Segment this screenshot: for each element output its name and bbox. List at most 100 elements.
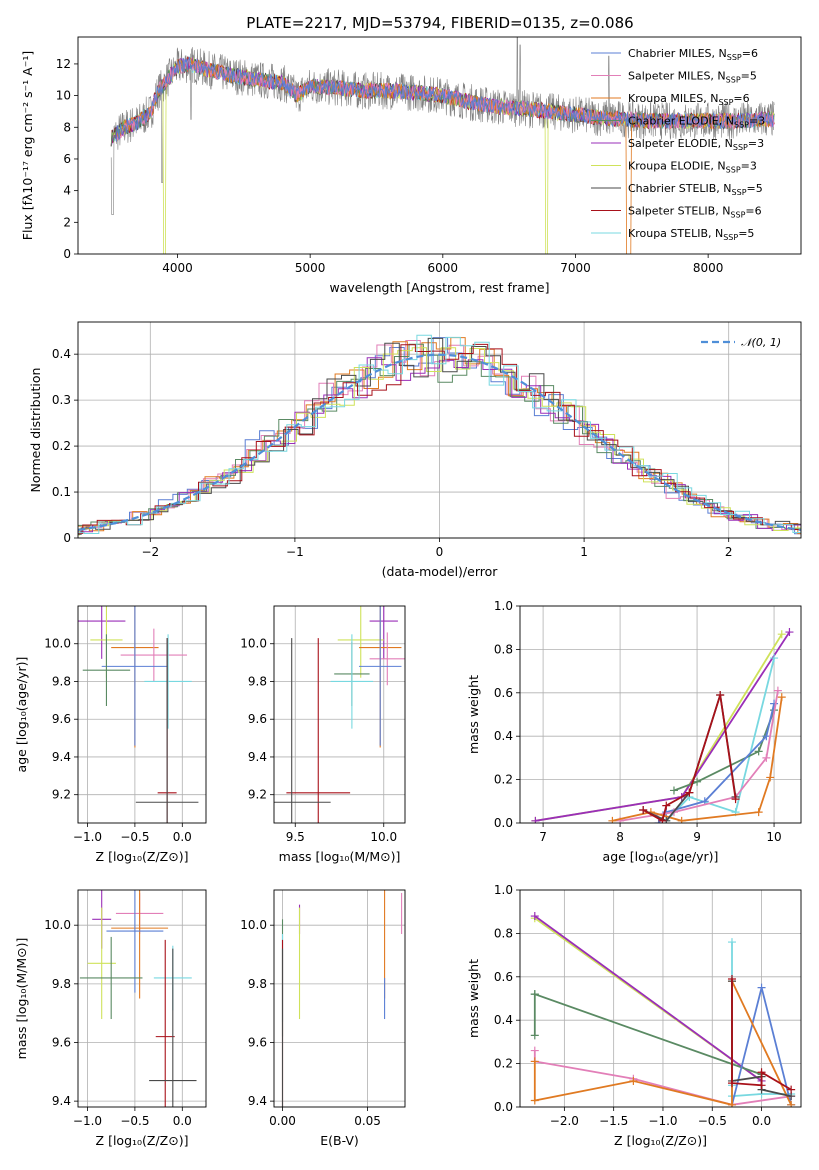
x-tick-label: 8000 <box>693 261 724 275</box>
y-tick-label: 10.0 <box>44 637 71 651</box>
y-tick-label: 0.3 <box>52 393 71 407</box>
y-tick-label: 1.0 <box>494 883 513 897</box>
series-line-kroupa-miles <box>612 696 783 822</box>
x-tick-label: 1 <box>580 545 588 559</box>
axes-frame <box>77 36 802 255</box>
marker-kroupa-miles <box>629 1076 638 1085</box>
series-line-salpeter-elodie <box>535 631 791 822</box>
residuals-panel: −2 −1 0 1 2 0 0.1 0.2 0.3 0.4 (data-model)/error No… <box>28 321 802 579</box>
marker-salpeter-stelib <box>662 801 671 810</box>
axes-frame <box>273 605 406 824</box>
marker-salpeter-stelib <box>757 1081 766 1090</box>
y-tick-label: 0.4 <box>494 1013 513 1027</box>
marker-kroupa-miles <box>530 1057 539 1066</box>
y-tick-label: 9.4 <box>248 750 267 764</box>
y-tick-label: 0.0 <box>494 816 513 830</box>
legend-entry: Chabrier STELIB, NSSP=5 <box>628 182 763 197</box>
marker-salpeter-stelib <box>685 788 694 797</box>
plot-area <box>281 890 403 1107</box>
x-tick-label: −0.5 <box>120 1114 149 1128</box>
x-axis-label: age [log₁₀(age/yr)] <box>603 849 719 864</box>
plot-area <box>78 334 801 537</box>
y-tick-label: 0 <box>63 247 71 261</box>
x-tick-label: 0.05 <box>354 1114 381 1128</box>
legend-entry: Kroupa ELODIE, NSSP=3 <box>628 160 757 175</box>
axes-frame <box>519 889 802 1108</box>
series-line-kroupa-miles <box>533 980 792 1106</box>
weight-vs-metallicity-panel: −2.0 −1.5 −1.0 −0.5 0.0 0.0 0.2 0.4 0.6 0.8 1.0 Z [… <box>466 883 802 1148</box>
x-tick-label: 7 <box>539 830 547 844</box>
axes-frame <box>273 889 406 1108</box>
y-tick-label: 0.8 <box>494 642 513 656</box>
x-axis-label: Z [log₁₀(Z/Z⊙)] <box>614 1133 707 1148</box>
weight-vs-age-panel: 7 8 9 10 0.0 0.2 0.4 0.6 0.8 1.0 age [log₁₀(age/yr… <box>466 599 802 864</box>
x-tick-label: 5000 <box>295 261 326 275</box>
series-line-salpeter-elodie <box>534 915 763 1082</box>
x-tick-label: 7000 <box>560 261 591 275</box>
marker-salpeter-miles <box>773 686 782 695</box>
marker-kroupa-miles <box>677 816 686 823</box>
y-tick-label: 9.6 <box>52 1035 71 1049</box>
x-tick-label: −2.0 <box>550 1114 579 1128</box>
series-line-kroupa-elodie <box>535 633 783 822</box>
y-tick-label: 9.6 <box>248 712 267 726</box>
marker-kroupa-elodie <box>777 630 786 639</box>
y-tick-label: 12 <box>56 57 71 71</box>
plot-area <box>79 890 197 1107</box>
y-tick-label: 9.6 <box>52 712 71 726</box>
marker-salpeter-miles <box>530 1046 539 1055</box>
series-line-chabrier-elodie <box>533 992 762 1076</box>
marker-kroupa-miles <box>766 773 775 782</box>
marker-kroupa-miles <box>608 816 617 823</box>
x-tick-label: 8 <box>616 830 624 844</box>
spectrum-panel: 4000 5000 6000 7000 8000 0 2 4 6 8 10 12 wavelength … <box>20 36 802 295</box>
y-tick-label: 2 <box>63 215 71 229</box>
plot-area <box>530 912 796 1107</box>
y-tick-label: 10.0 <box>240 918 267 932</box>
marker-chabrier-elodie <box>693 777 702 786</box>
y-tick-label: 9.2 <box>52 788 71 802</box>
x-axis-label: Z [log₁₀(Z/Z⊙)] <box>96 849 189 864</box>
y-tick-label: 9.8 <box>52 674 71 688</box>
plot-area <box>274 606 405 823</box>
marker-chabrier-elodie <box>669 786 678 795</box>
y-tick-label: 9.8 <box>248 977 267 991</box>
marker-salpeter-miles <box>762 753 771 762</box>
x-tick-label: 0.0 <box>173 1114 192 1128</box>
y-tick-label: 9.2 <box>248 788 267 802</box>
marker-chabrier-miles <box>770 699 779 708</box>
marker-salpeter-stelib <box>639 805 648 814</box>
marker-salpeter-elodie <box>531 816 540 823</box>
y-tick-label: 9.4 <box>52 750 71 764</box>
x-tick-label: 6000 <box>428 261 459 275</box>
x-tick-label: 0.0 <box>752 1114 771 1128</box>
marker-chabrier-miles <box>762 732 771 741</box>
marker-chabrier-miles <box>757 983 766 992</box>
model-spectrum-chabrier-miles <box>116 56 775 142</box>
marker-salpeter-elodie <box>530 912 539 921</box>
x-axis-label: Z [log₁₀(Z/Z⊙)] <box>96 1133 189 1148</box>
age-vs-metallicity-panel: −1.0 −0.5 0.0 9.2 9.4 9.6 9.8 10.0 Z [log₁₀(Z/Z⊙… <box>14 605 207 864</box>
y-tick-label: 0.2 <box>52 439 71 453</box>
legend-entry: Salpeter ELODIE, NSSP=3 <box>628 137 764 152</box>
marker-salpeter-stelib <box>757 1068 766 1077</box>
histogram-kroupa-stelib <box>78 334 801 534</box>
x-tick-label: 9.5 <box>286 830 305 844</box>
x-tick-label: −1.0 <box>73 1114 102 1128</box>
y-tick-label: 1.0 <box>494 599 513 613</box>
y-tick-label: 8 <box>63 120 71 134</box>
y-tick-label: 9.8 <box>248 674 267 688</box>
y-axis-label: age [log₁₀(age/yr)] <box>14 657 29 773</box>
series-line-chabrier-elodie <box>673 709 775 792</box>
x-axis-label: (data-model)/error <box>382 564 499 579</box>
marker-chabrier-elodie <box>530 990 539 999</box>
marker-salpeter-stelib <box>658 816 667 823</box>
marker-salpeter-stelib <box>716 690 725 699</box>
marker-kroupa-miles <box>727 1100 736 1107</box>
marker-salpeter-stelib <box>787 1085 796 1094</box>
y-tick-label: 0.4 <box>494 729 513 743</box>
x-tick-label: 0.00 <box>269 1114 296 1128</box>
legend-entry: Salpeter STELIB, NSSP=6 <box>628 205 762 220</box>
y-tick-label: 0.0 <box>494 1100 513 1114</box>
